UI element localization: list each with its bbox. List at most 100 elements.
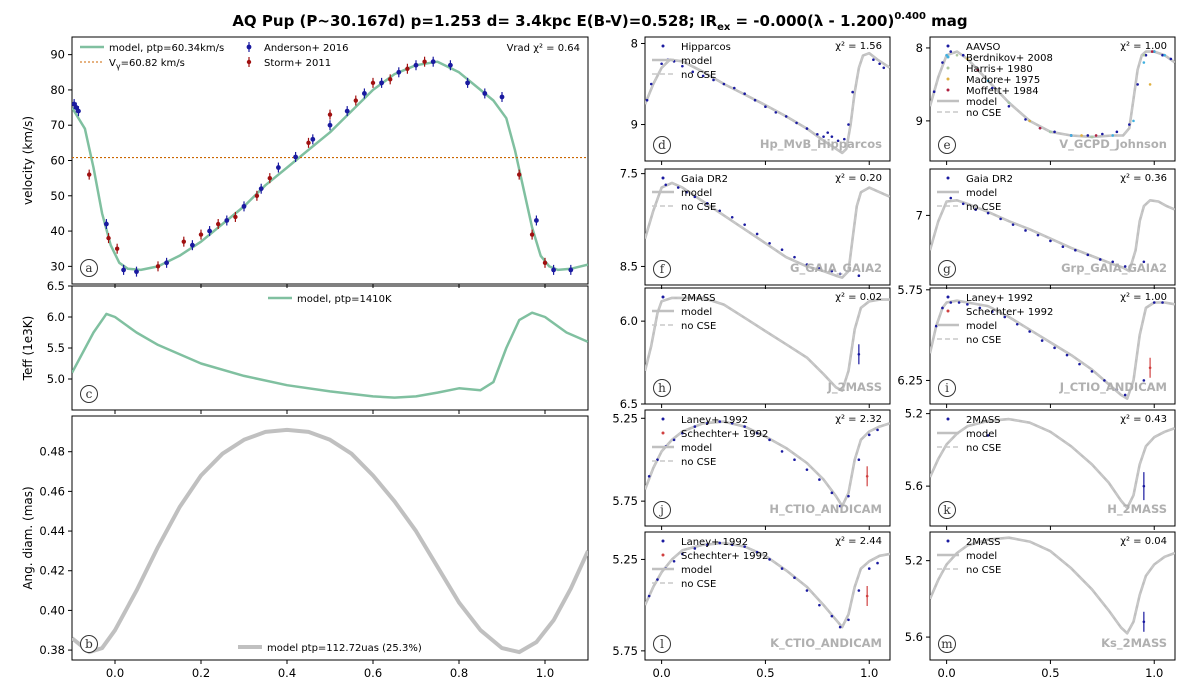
data-point xyxy=(693,425,697,428)
panel-label-circle xyxy=(80,635,98,653)
data-point xyxy=(1024,229,1027,232)
title-mid: = -0.000(λ - 1.200) xyxy=(730,12,894,30)
data-point xyxy=(1080,134,1083,137)
chi2-annotation: χ² = 2.32 xyxy=(835,414,882,425)
data-point xyxy=(681,552,684,556)
anderson-point xyxy=(448,62,453,68)
band-label: V_GCPD_Johnson xyxy=(1059,137,1167,152)
plot-area xyxy=(72,427,588,655)
band-label: J_2MASS xyxy=(827,380,882,395)
data-point xyxy=(649,82,653,86)
xtick-label: 0.6 xyxy=(364,666,382,680)
data-point xyxy=(957,301,961,304)
xtick-label: 0.4 xyxy=(278,666,296,680)
data-point xyxy=(1011,223,1015,226)
data-point xyxy=(990,86,994,90)
legend-label: no CSE xyxy=(681,321,716,332)
data-point xyxy=(847,618,850,622)
ytick-label: 6.25 xyxy=(897,373,923,387)
data-point xyxy=(949,50,953,53)
data-point xyxy=(1169,57,1173,61)
chi2-annotation: χ² = 0.04 xyxy=(1120,536,1167,547)
legend-label: no CSE xyxy=(966,202,1001,213)
panel-label-circle xyxy=(938,501,956,519)
xtick-label: 1.0 xyxy=(1145,666,1163,680)
legend-label: no CSE xyxy=(966,443,1001,454)
panel-label: g xyxy=(943,262,951,276)
ytick-label: 0.40 xyxy=(39,603,65,617)
legend: Laney+ 1992 Schechter+ 1992 model no CSE xyxy=(652,537,768,590)
data-point xyxy=(755,232,759,236)
legend-label: model xyxy=(966,321,997,332)
band-label: G_GAIA_GAIA2 xyxy=(790,261,882,276)
legend-data-swatch xyxy=(661,417,665,421)
data-point xyxy=(647,594,651,598)
ytick-label: 5.75 xyxy=(612,644,638,658)
panel-label-circle xyxy=(80,385,98,403)
data-point xyxy=(1049,130,1052,134)
data-point xyxy=(768,558,771,561)
legend-label: Schechter+ 1992 xyxy=(681,429,768,440)
legend-label: no CSE xyxy=(681,579,716,590)
model-velocity-line xyxy=(72,60,588,272)
ytick-label: 8 xyxy=(631,36,638,50)
data-point xyxy=(805,127,809,130)
legend-data-swatch xyxy=(946,539,950,543)
legend-data-swatch xyxy=(946,88,950,92)
data-point xyxy=(705,543,709,547)
data-point xyxy=(1098,258,1102,261)
anderson-point xyxy=(413,62,419,68)
legend-label: Laney+ 1992 xyxy=(681,537,748,548)
ytick-label: 0.46 xyxy=(39,484,65,498)
anderson-point xyxy=(499,94,505,100)
plot-area xyxy=(930,50,1175,139)
chi2-annotation: Vrad χ² = 0.64 xyxy=(507,43,580,54)
legend-label: Berdnikov+ 2008 xyxy=(966,53,1053,64)
plot-area xyxy=(930,196,1175,273)
data-point xyxy=(793,576,796,580)
ytick-label: 40 xyxy=(50,224,65,238)
ytick-label: 7.5 xyxy=(620,167,638,181)
data-point xyxy=(838,504,842,508)
xtick-label: 1.0 xyxy=(536,666,554,680)
legend-label: no CSE xyxy=(966,335,1001,346)
anderson-point xyxy=(379,80,384,86)
data-point xyxy=(1090,135,1094,139)
xtick-label: 0.0 xyxy=(106,666,124,680)
legend-vgamma-label: Vγ=60.82 km/s xyxy=(109,58,185,71)
legend-label: 2MASS xyxy=(681,293,716,304)
data-point xyxy=(681,64,684,68)
xtick-label: 0.5 xyxy=(1041,666,1059,680)
panel-m: 5.6 5.2 0.0 0.5 1.0 2MASS model no CSE χ² = 0.04… xyxy=(905,531,1176,680)
legend-label: model xyxy=(681,56,712,67)
data-point xyxy=(932,90,936,94)
ytick-label: 50 xyxy=(50,189,65,203)
data-point xyxy=(941,306,944,310)
data-point xyxy=(1163,53,1166,57)
legend-data-swatch xyxy=(946,44,950,48)
data-point xyxy=(1036,233,1040,237)
ytick-label: 5.5 xyxy=(47,341,65,355)
data-point xyxy=(1028,119,1031,123)
data-point xyxy=(836,139,840,143)
plot-area xyxy=(645,296,890,392)
legend-label: Madore+ 1975 xyxy=(966,75,1040,86)
storm-point xyxy=(388,77,393,82)
data-point xyxy=(1103,379,1106,382)
anderson-point xyxy=(190,242,195,248)
data-point xyxy=(1142,484,1146,488)
data-point xyxy=(818,478,821,481)
anderson-point xyxy=(396,69,402,75)
legend: Gaia DR2 model no CSE xyxy=(937,174,1013,213)
data-point xyxy=(1142,53,1146,57)
legend-label: model xyxy=(681,443,712,454)
panel-frame-i xyxy=(929,287,1176,405)
ytick-label: 8.5 xyxy=(620,259,638,273)
data-point xyxy=(961,202,965,206)
legend: 2MASS model no CSE xyxy=(937,415,1001,454)
anderson-point xyxy=(121,267,126,273)
ytick-label: 5.2 xyxy=(905,554,923,568)
data-point xyxy=(990,310,994,313)
storm-point xyxy=(327,112,333,117)
panel-frame-a xyxy=(71,36,589,285)
